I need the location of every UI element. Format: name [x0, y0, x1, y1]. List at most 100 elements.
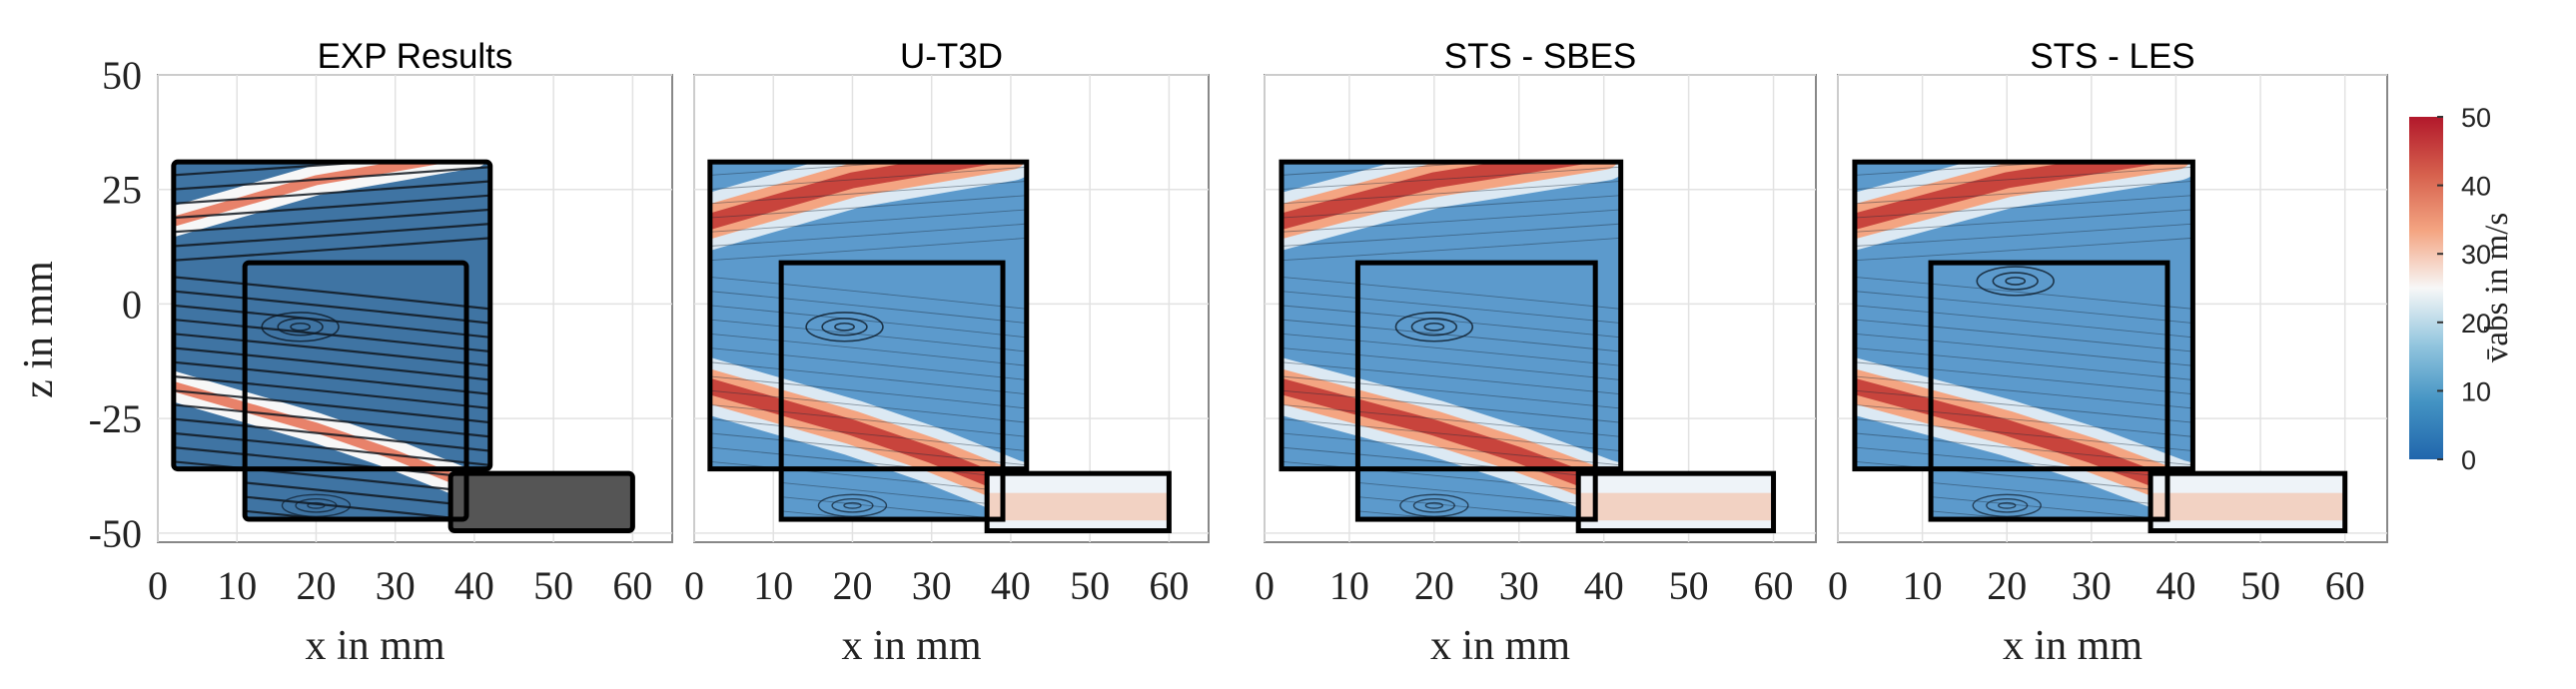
x-tick-label: 20	[1987, 563, 2027, 608]
panel-title: EXP Results	[318, 37, 513, 76]
recirculation-streamline	[1986, 497, 2029, 513]
x-tick-label: 40	[2155, 563, 2195, 608]
x-tick-label: 20	[832, 563, 872, 608]
x-axis-label: x in mm	[841, 623, 981, 669]
streamline	[173, 162, 633, 178]
streamline	[1854, 162, 2345, 192]
panel-1: EXP Results 0 10 20 30 40 50 60 x in mm	[148, 37, 673, 669]
vortex-streamline	[2005, 277, 2027, 286]
panel-title: STS - LES	[2030, 37, 2194, 76]
x-tick-label: 10	[753, 563, 793, 608]
streamline	[1281, 162, 1774, 192]
x-axis-label: x in mm	[2003, 623, 2143, 669]
x-tick-label: 10	[1329, 563, 1369, 608]
measurement-window-3	[1575, 470, 1777, 534]
recirculation-streamline	[281, 493, 352, 517]
streamline	[709, 162, 1170, 177]
colorbar-gradient	[2409, 117, 2443, 459]
x-tick-label: 40	[1584, 563, 1624, 608]
x-tick-label: 60	[1754, 563, 1794, 608]
recirculation-streamline	[1998, 501, 2017, 509]
colorbar-tick-label: 20	[2461, 309, 2491, 339]
y-tick-label: -25	[89, 396, 142, 441]
vortex-streamline	[805, 312, 884, 343]
x-axis-label: x in mm	[305, 623, 444, 669]
vortex-streamline	[277, 318, 324, 337]
window-3-jet	[2150, 492, 2345, 521]
vortex-streamline	[1410, 318, 1458, 337]
measurement-window-1	[171, 159, 493, 472]
panel-title: STS - SBES	[1444, 37, 1637, 76]
panels-layer: EXP Results 0 10 20 30 40 50 60 x in mm U-T3D 0 10 2…	[148, 37, 2388, 669]
measurement-window-1	[707, 159, 1030, 472]
x-tick-label: 0	[1828, 563, 1848, 608]
streamline	[173, 162, 633, 192]
vortex-streamline	[1394, 312, 1474, 343]
x-tick-label: 50	[533, 563, 573, 608]
x-tick-label: 30	[912, 563, 952, 608]
colorbar-tick-label: 10	[2461, 376, 2491, 406]
measurement-window-2	[1928, 260, 2170, 522]
x-tick-label: 0	[1255, 563, 1275, 608]
y-tick-label: 50	[102, 53, 142, 98]
vortex-streamline	[821, 318, 868, 337]
x-tick-label: 40	[991, 563, 1031, 608]
x-tick-label: 40	[454, 563, 494, 608]
panel-3: STS - SBES 0 10 20 30 40 50 60 x in mm	[1255, 37, 1817, 669]
measurement-window-2	[1354, 260, 1598, 522]
x-tick-label: 60	[2325, 563, 2365, 608]
streamline	[1281, 162, 1774, 177]
vortex-streamline	[261, 312, 340, 343]
x-tick-label: 20	[296, 563, 336, 608]
measurement-window-1	[1279, 159, 1624, 472]
recirculation-streamline	[1412, 497, 1455, 513]
x-tick-label: 60	[1149, 563, 1189, 608]
colorbar: v̄abs in m/s 0 10 20 30 40 50	[2409, 103, 2515, 475]
x-tick-label: 50	[1669, 563, 1709, 608]
streamline	[709, 162, 1170, 192]
measurement-window-1	[1852, 159, 2195, 472]
measurement-window-3	[984, 470, 1172, 534]
y-axis-label: z in mm	[16, 261, 62, 398]
x-tick-label: 30	[1499, 563, 1539, 608]
recirculation-streamline	[843, 501, 862, 509]
vortex-streamline	[290, 322, 312, 332]
colorbar-tick-label: 40	[2461, 172, 2491, 202]
recirculation-streamline	[1424, 501, 1444, 509]
recirculation-streamline	[831, 497, 874, 513]
colorbar-tick-label: 30	[2461, 240, 2491, 270]
y-tick-label: 0	[122, 282, 142, 327]
vortex-streamline	[834, 322, 855, 332]
measurement-window-3	[2147, 470, 2348, 534]
vortex-streamline	[1423, 322, 1445, 332]
colorbar-label: v̄abs in m/s	[2479, 213, 2515, 362]
x-axis-label: x in mm	[1430, 623, 1570, 669]
colorbar-tick-label: 50	[2461, 103, 2491, 133]
recirculation-streamline	[1972, 493, 2042, 517]
measurement-window-2	[778, 260, 1006, 522]
measurement-window-2	[242, 260, 469, 522]
panel-2: U-T3D 0 10 20 30 40 50 60 x in mm	[684, 37, 1210, 669]
x-tick-label: 20	[1414, 563, 1454, 608]
colorbar-tick-label: 0	[2461, 445, 2476, 475]
recirculation-streamline	[307, 501, 326, 509]
x-tick-label: 60	[612, 563, 652, 608]
panel-title: U-T3D	[900, 37, 1003, 76]
streamline	[1854, 162, 2345, 177]
y-tick-label: -50	[89, 511, 142, 556]
panel-4: STS - LES 0 10 20 30 40 50 60 x in mm	[1828, 37, 2388, 669]
y-tick-label: 25	[102, 168, 142, 213]
x-tick-label: 30	[376, 563, 416, 608]
x-tick-label: 10	[1903, 563, 1943, 608]
recirculation-streamline	[295, 497, 338, 513]
axes-layer: z in mm 50 25 0 -25 -50	[16, 53, 142, 556]
window-3-jet	[1578, 492, 1774, 521]
x-tick-label: 10	[217, 563, 257, 608]
x-tick-label: 0	[148, 563, 168, 608]
x-tick-label: 0	[684, 563, 704, 608]
recirculation-streamline	[1399, 493, 1469, 517]
vortex-streamline	[1976, 266, 2055, 297]
window-3-jet	[987, 492, 1170, 521]
measurement-window-3	[447, 470, 635, 534]
